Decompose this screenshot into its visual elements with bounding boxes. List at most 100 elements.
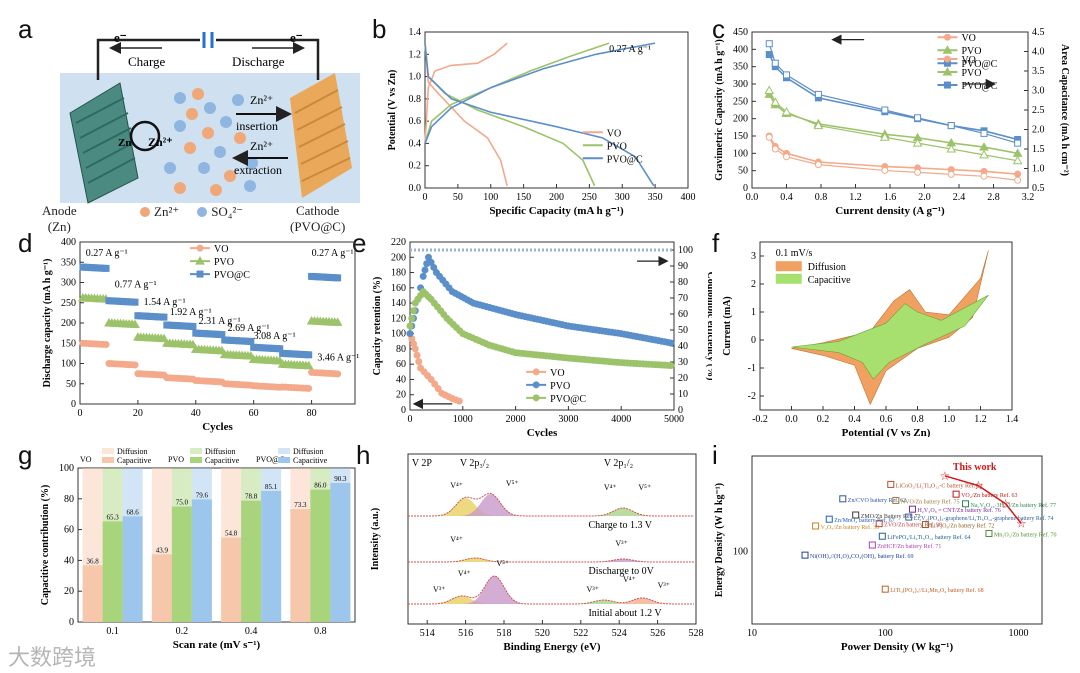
panel-letter-i: i: [712, 440, 718, 470]
g-bar-label: 73.3: [294, 501, 307, 509]
chart-h-xps: 514 516 518 520 522 524 526 528 Binding Energy (…: [370, 453, 704, 653]
c-ylabel: Gravimetric Capacity (mA h g⁻¹): [714, 39, 725, 181]
b-xtick-label: 150: [516, 192, 531, 203]
panel-letter-a: a: [18, 14, 33, 44]
c-area-point-VO: [1014, 176, 1022, 184]
i-ref-label: LiFePO₄/Li₄Ti₅O₁₂ battery Ref. 64: [887, 534, 970, 541]
d-point-VO: [305, 384, 313, 392]
c-xtick-label: 0.8: [815, 192, 828, 203]
b-xtick-label: 100: [483, 192, 498, 203]
c-area-point-PVO: [813, 120, 824, 130]
e-y2tick-label: 20: [678, 373, 688, 384]
d-legend-label: PVO@C: [214, 270, 250, 281]
h-oxidation-label: V⁵⁺: [638, 483, 651, 492]
d-point-PVO@C: [131, 298, 139, 306]
i-ref-label: VO₂/Zn battery Ref. 63: [961, 492, 1017, 499]
zn2-right-2: Zn²⁺: [250, 139, 273, 153]
d-legend-marker: [196, 270, 204, 278]
f-ytick-label: 0: [751, 335, 756, 346]
e-legend-label: PVO: [550, 381, 570, 392]
h-ylabel: Intensity (a.u.): [370, 508, 381, 571]
b-legend-label: PVO: [607, 141, 627, 152]
e-point-VO: [455, 397, 463, 405]
e-y2tick-label: 50: [678, 325, 688, 336]
insertion-label: insertion: [236, 119, 278, 133]
c-area-point-PVO@C: [814, 90, 822, 98]
b-ytick-label: 1.2: [409, 49, 422, 60]
e-point-VO: [434, 385, 442, 393]
d-point-PVO@C: [305, 351, 313, 359]
c-area-point-PVO@C: [783, 71, 790, 79]
d-rate-label: 0.27 A g⁻¹: [86, 248, 128, 259]
g-bar-label: 78.8: [245, 493, 258, 501]
c-legend-marker: [943, 33, 951, 41]
e-point-PVO: [419, 272, 427, 280]
c-area-point-VO: [814, 161, 822, 169]
d-point-PVO: [303, 360, 314, 370]
f-xtick-label: 0.6: [880, 414, 893, 425]
zn2-left: Zn²⁺: [148, 135, 173, 149]
h-state-label: Initial about 1.2 V: [588, 608, 662, 619]
i-ref-marker: [875, 520, 883, 528]
e-ytick-label: 60: [396, 359, 406, 370]
h-oxidation-label: V⁴⁺: [623, 575, 636, 584]
d-xlabel: Cycles: [202, 421, 233, 433]
e-ytick-label: 40: [396, 374, 406, 385]
g-bar-capacitive-VO: [221, 537, 242, 622]
c-legend-label: PVO: [961, 46, 981, 57]
e-ylabel: Capacity retention (%): [372, 277, 383, 376]
c-legend-marker: [942, 45, 953, 54]
chart-b-voltage-profile: 0 50 100 150 200 250 300 350 400 0.0 0.2 0.4 0.6 0.8 1…: [387, 27, 696, 217]
b-xtick-label: 400: [681, 192, 696, 203]
d-xtick-label: 60: [249, 408, 259, 419]
chart-g-capacitive-bars: 0 20 40 60 80 100 Scan rate (mV s⁻¹) Capacitive…: [40, 447, 356, 651]
e-point-VO: [413, 351, 421, 359]
battery-schematic: e⁻ e⁻ Charge Discharge Zn Zn²⁺ Zn²⁺ inse…: [60, 30, 360, 204]
external-circuit: [96, 38, 320, 80]
cathode-caption: Cathode (PVO@C): [290, 203, 345, 235]
d-xtick-label: 40: [191, 408, 201, 419]
b-xtick-label: 350: [648, 192, 663, 203]
e-point-PVO: [421, 266, 429, 274]
charge-label: Charge: [128, 54, 166, 69]
panel-letter-f: f: [712, 228, 720, 258]
h-xtick-label: 518: [497, 628, 512, 639]
g-bar-capacitive-PVO@C: [261, 490, 282, 622]
h-p12-label: V 2p₁/₂: [604, 458, 633, 469]
c-ytick-label: 100: [733, 148, 748, 159]
c-y2tick-label: 2.5: [1032, 105, 1045, 116]
i-ref-label: NVO/Zn battery Ref. 75: [901, 498, 960, 505]
d-point-PVO@C: [334, 274, 342, 282]
g-bar-label: 65.3: [107, 513, 120, 521]
d-ytick-label: 350: [61, 257, 76, 268]
g-bar-label: 85.1: [265, 483, 278, 491]
i-ref-marker: [892, 496, 900, 504]
e-y2label: Coulombic efficiency (%): [705, 272, 712, 381]
d-xtick-label: 80: [307, 408, 317, 419]
i-ref-label: ZMO/Zn Battery Ref. 73: [861, 513, 921, 520]
d-rate-label: 2.31 A g⁻¹: [199, 316, 241, 327]
g-group-label: PVO: [168, 455, 184, 464]
h-oxidation-label: V⁵⁺: [506, 479, 519, 488]
e-y2tick-label: 80: [678, 277, 688, 288]
d-rate-label: 0.77 A g⁻¹: [115, 279, 157, 290]
h-plot-frame: [407, 453, 697, 625]
g-bar-label: 75.0: [176, 499, 189, 507]
d-legend-label: VO: [214, 244, 228, 255]
f-xtick-label: -0.2: [752, 414, 768, 425]
d-point-VO: [131, 361, 139, 369]
f-ytick-label: 2: [751, 279, 756, 290]
c-area-point-PVO: [781, 106, 792, 116]
b-series-charge-PVO@C: [424, 42, 656, 144]
g-ytick-label: 0: [69, 617, 74, 628]
g-bar-label: 43.9: [156, 546, 169, 554]
i-xlabel: Power Density (W kg⁻¹): [841, 641, 954, 653]
discharge-label: Discharge: [232, 54, 285, 69]
d-rate-label: 3.08 A g⁻¹: [254, 331, 296, 342]
e-xlabel: Cycles: [527, 427, 558, 437]
i-ref-marker: [812, 522, 820, 530]
h-p32-label: V 2p₃/₂: [460, 458, 489, 469]
panel-letter-c: c: [712, 14, 725, 44]
c-series-PVO: [768, 93, 1018, 155]
c-area-legend-marker: [943, 55, 951, 63]
